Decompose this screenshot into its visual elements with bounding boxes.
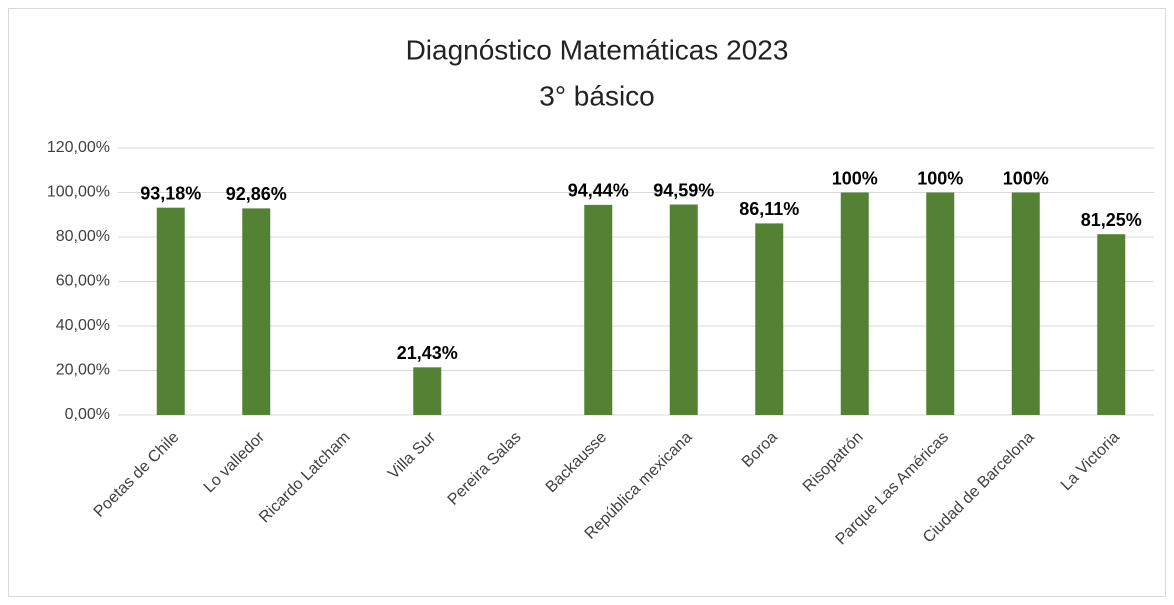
- bar: [840, 192, 869, 415]
- chart-title: Diagnóstico Matemáticas 2023: [406, 34, 789, 65]
- chart-subtitle: 3° básico: [539, 80, 655, 111]
- bar: [755, 223, 784, 415]
- data-label: 81,25%: [1081, 210, 1142, 230]
- bar: [1011, 192, 1040, 415]
- data-label: 92,86%: [226, 184, 287, 204]
- bar: [926, 192, 955, 415]
- y-tick-label: 100,00%: [47, 184, 110, 201]
- data-label: 93,18%: [140, 183, 201, 203]
- data-label: 86,11%: [739, 199, 799, 219]
- data-label: 21,43%: [397, 343, 458, 363]
- bar: [1097, 234, 1126, 415]
- y-tick-label: 120,00%: [47, 139, 110, 156]
- bar: [584, 204, 613, 415]
- data-label: 100%: [1003, 168, 1049, 188]
- y-tick-label: 40,00%: [56, 317, 110, 334]
- bar: [242, 208, 271, 415]
- bar: [156, 207, 185, 415]
- data-label: 94,44%: [568, 181, 629, 201]
- data-label: 100%: [832, 168, 878, 188]
- y-tick-label: 60,00%: [56, 273, 110, 290]
- bar: [413, 367, 442, 415]
- y-tick-label: 0,00%: [65, 406, 110, 423]
- y-tick-label: 20,00%: [56, 362, 110, 379]
- y-tick-label: 80,00%: [56, 228, 110, 245]
- bar: [669, 204, 698, 415]
- data-label: 100%: [917, 168, 963, 188]
- data-label: 94,59%: [653, 180, 714, 200]
